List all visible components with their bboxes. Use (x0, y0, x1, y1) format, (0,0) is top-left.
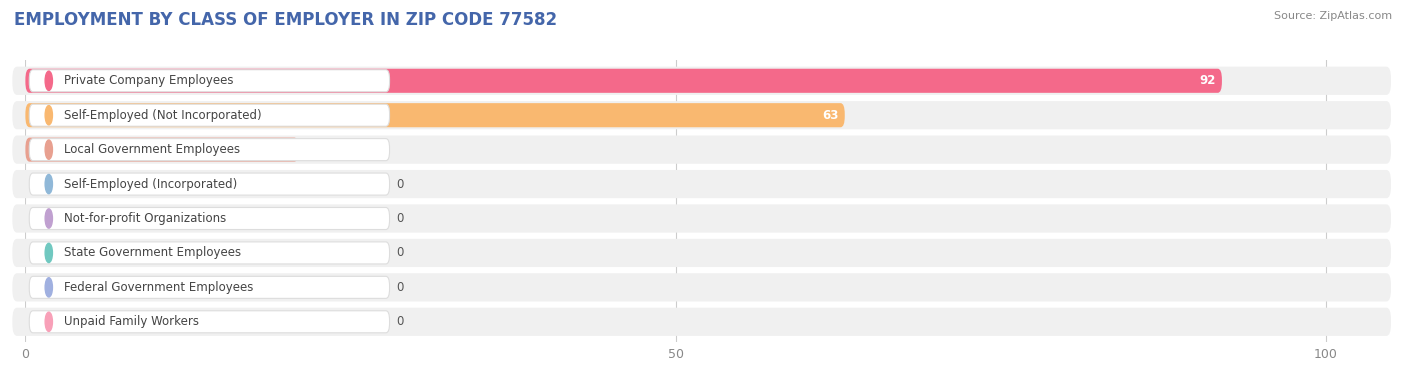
FancyBboxPatch shape (13, 101, 1391, 129)
FancyBboxPatch shape (30, 208, 389, 229)
Text: Source: ZipAtlas.com: Source: ZipAtlas.com (1274, 11, 1392, 21)
Text: Self-Employed (Incorporated): Self-Employed (Incorporated) (65, 177, 238, 191)
FancyBboxPatch shape (13, 239, 1391, 267)
Text: 21: 21 (276, 143, 292, 156)
Text: Federal Government Employees: Federal Government Employees (65, 281, 253, 294)
Circle shape (45, 71, 52, 90)
Text: 0: 0 (396, 177, 404, 191)
FancyBboxPatch shape (30, 276, 389, 299)
FancyBboxPatch shape (13, 135, 1391, 164)
FancyBboxPatch shape (25, 138, 298, 162)
Text: Unpaid Family Workers: Unpaid Family Workers (65, 315, 200, 328)
FancyBboxPatch shape (13, 308, 1391, 336)
Text: Not-for-profit Organizations: Not-for-profit Organizations (65, 212, 226, 225)
FancyBboxPatch shape (30, 173, 389, 195)
Text: 63: 63 (823, 109, 838, 122)
FancyBboxPatch shape (30, 70, 389, 92)
Text: Local Government Employees: Local Government Employees (65, 143, 240, 156)
Text: 92: 92 (1199, 74, 1215, 87)
Text: 0: 0 (396, 315, 404, 328)
FancyBboxPatch shape (30, 139, 389, 161)
Text: 0: 0 (396, 246, 404, 259)
Circle shape (45, 209, 52, 228)
Text: Self-Employed (Not Incorporated): Self-Employed (Not Incorporated) (65, 109, 262, 122)
Circle shape (45, 278, 52, 297)
Circle shape (45, 174, 52, 194)
FancyBboxPatch shape (13, 170, 1391, 198)
Text: 0: 0 (396, 212, 404, 225)
Text: EMPLOYMENT BY CLASS OF EMPLOYER IN ZIP CODE 77582: EMPLOYMENT BY CLASS OF EMPLOYER IN ZIP C… (14, 11, 557, 29)
Circle shape (45, 140, 52, 159)
FancyBboxPatch shape (13, 67, 1391, 95)
Circle shape (45, 312, 52, 331)
Text: State Government Employees: State Government Employees (65, 246, 242, 259)
FancyBboxPatch shape (25, 103, 845, 127)
Circle shape (45, 243, 52, 262)
FancyBboxPatch shape (13, 273, 1391, 302)
Text: Private Company Employees: Private Company Employees (65, 74, 233, 87)
Circle shape (45, 106, 52, 125)
FancyBboxPatch shape (30, 242, 389, 264)
FancyBboxPatch shape (30, 311, 389, 333)
FancyBboxPatch shape (30, 104, 389, 126)
FancyBboxPatch shape (13, 205, 1391, 233)
FancyBboxPatch shape (25, 69, 1222, 93)
Text: 0: 0 (396, 281, 404, 294)
